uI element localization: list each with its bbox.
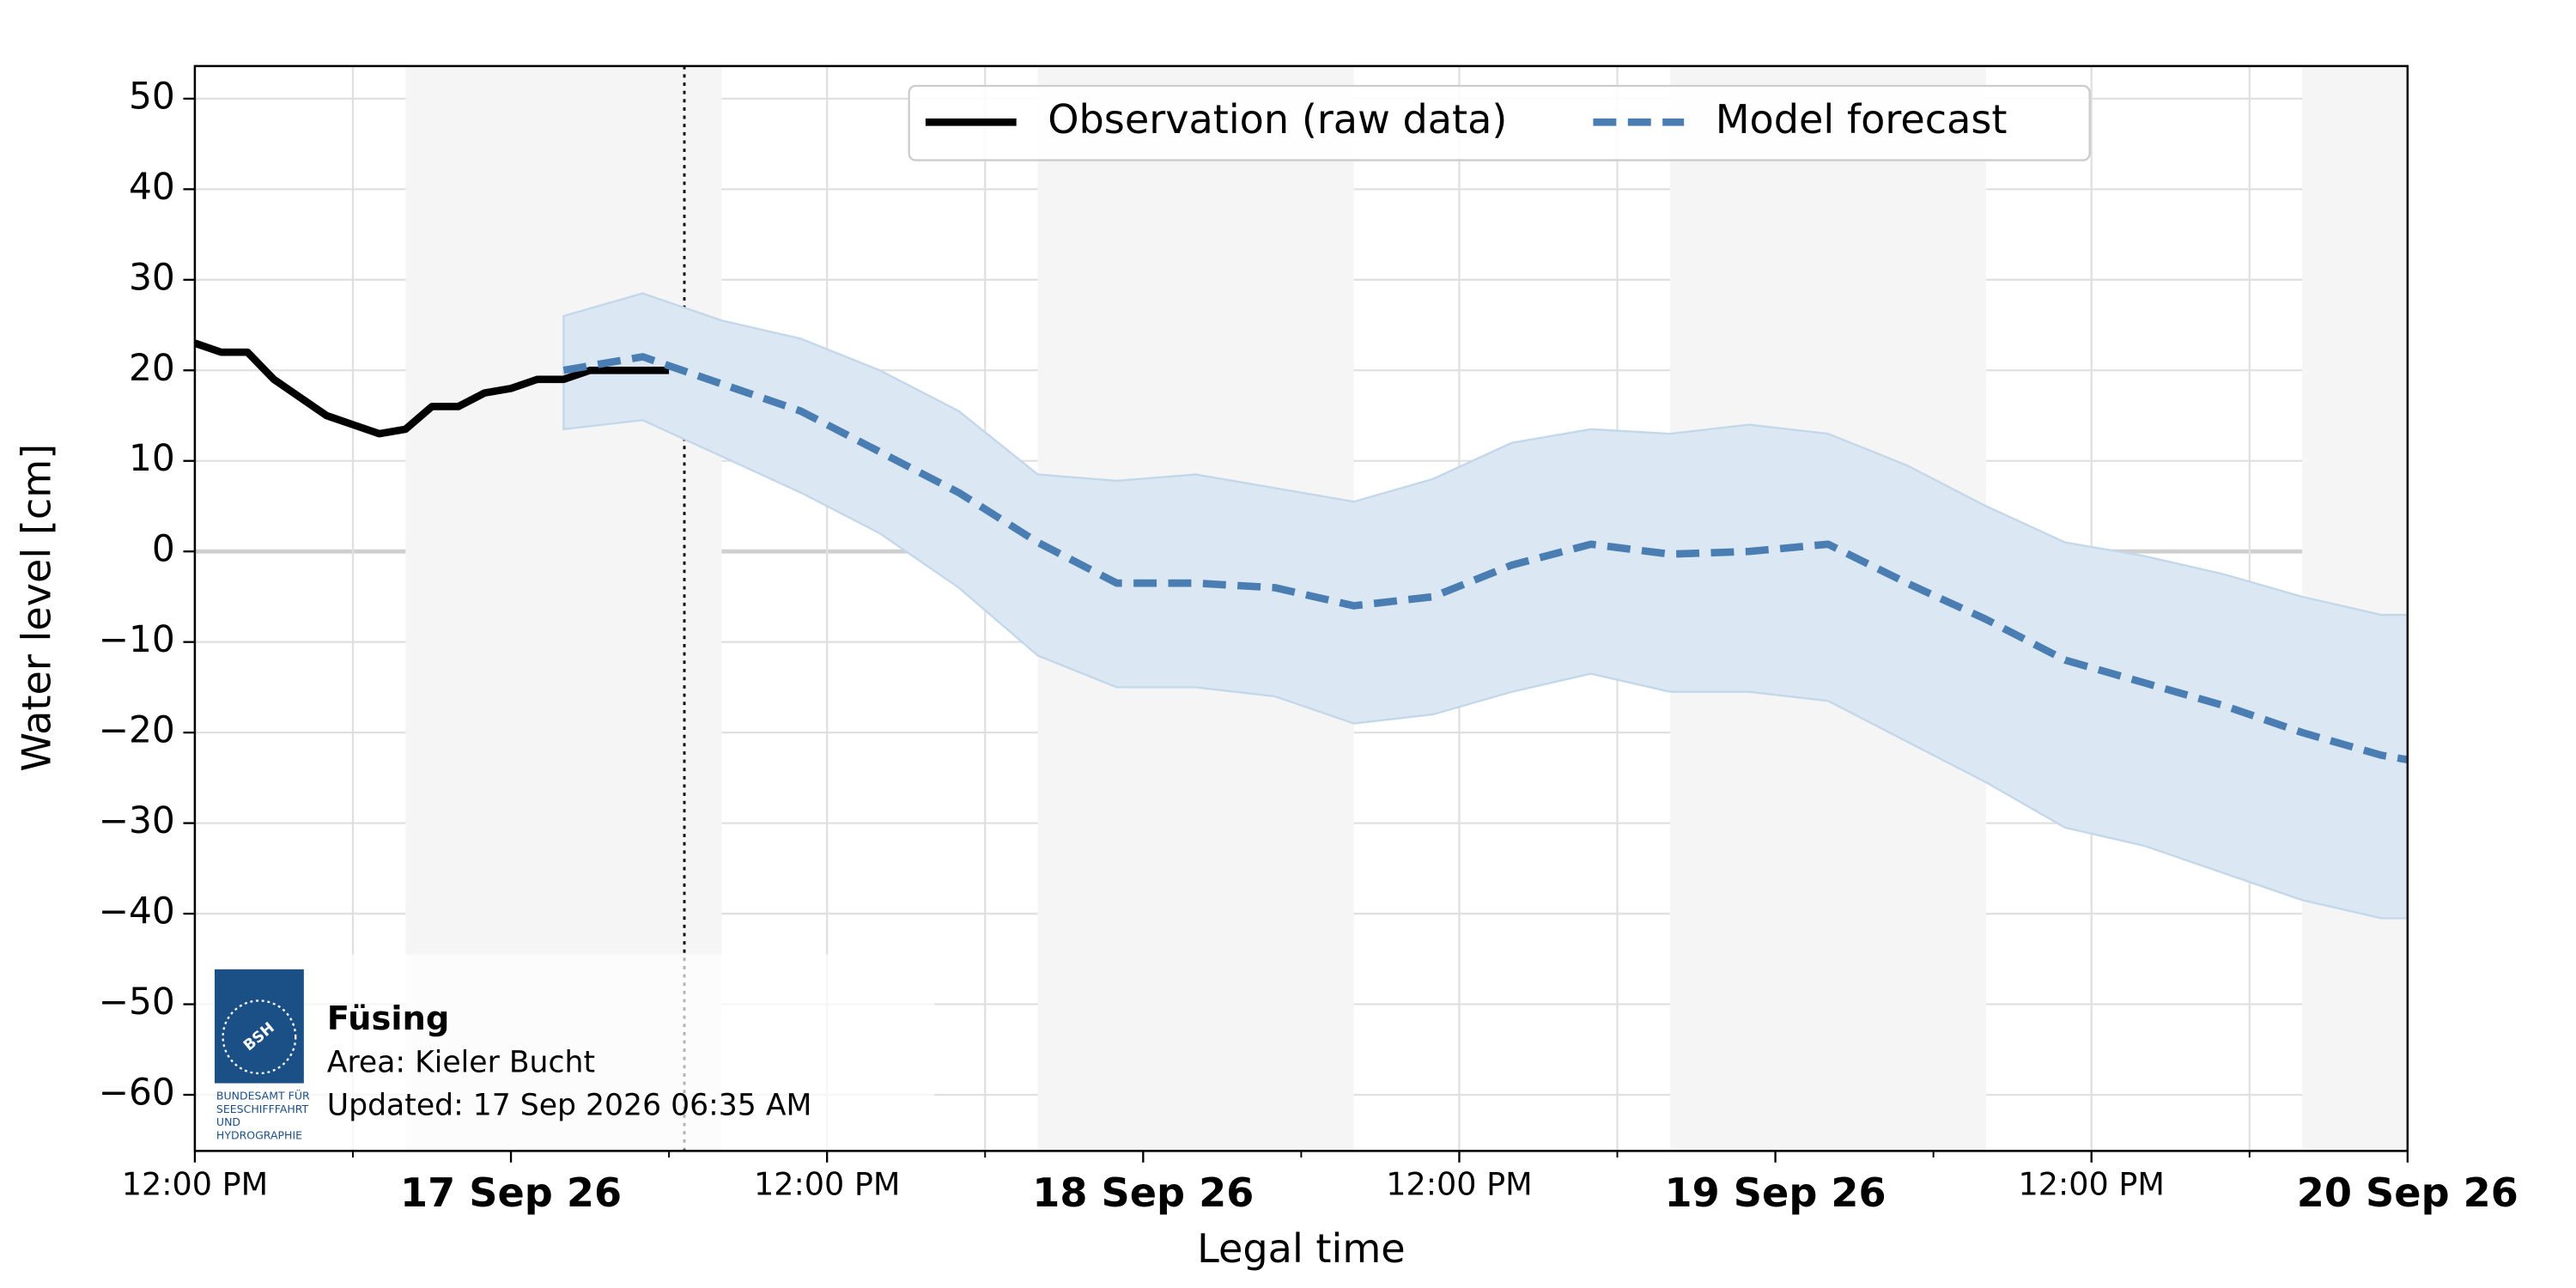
legend-label: Observation (raw data) — [1048, 96, 1507, 143]
logo — [215, 969, 304, 1084]
x-tick-label: 12:00 PM — [1386, 1165, 1532, 1202]
x-tick-label: 18 Sep 26 — [1032, 1170, 1254, 1216]
y-axis-label: Water level [cm] — [14, 444, 60, 772]
y-tick-label: −60 — [99, 1071, 175, 1113]
y-tick-label: −20 — [99, 709, 175, 751]
legend-label: Model forecast — [1716, 96, 2008, 143]
y-tick-label: 30 — [129, 256, 175, 298]
x-tick-label: 17 Sep 26 — [400, 1170, 622, 1216]
info-box: BSH BUNDESAMT FÜR SEESCHIFFFAHRT UND HYD… — [196, 954, 935, 1150]
y-tick-label: 0 — [152, 528, 175, 570]
series-line — [562, 353, 2408, 764]
logo-text: UND — [216, 1115, 240, 1128]
logo-text: SEESCHIFFFAHRT — [216, 1103, 309, 1115]
series-line — [194, 339, 670, 438]
y-tick-label: −40 — [99, 890, 175, 933]
y-tick-label: −30 — [99, 799, 175, 841]
x-tick-label: 12:00 PM — [754, 1165, 900, 1202]
legend-box — [908, 84, 2091, 161]
station-name: Füsing — [327, 999, 450, 1038]
y-tick-label: 10 — [129, 437, 175, 479]
x-axis-label: Legal time — [1197, 1225, 1406, 1272]
info-background — [196, 954, 935, 1150]
y-tick-label: 40 — [129, 166, 175, 208]
logo-ring — [222, 999, 297, 1075]
y-tick-label: 20 — [129, 347, 175, 389]
x-tick-label: 19 Sep 26 — [1665, 1170, 1886, 1216]
x-tick-label: 20 Sep 26 — [2297, 1170, 2518, 1216]
y-tick-label: −50 — [99, 981, 175, 1023]
y-tick-label: 50 — [129, 75, 175, 117]
x-tick-label: 12:00 PM — [2019, 1165, 2165, 1202]
y-tick-label: −10 — [99, 618, 175, 660]
forecast-band — [562, 292, 2408, 920]
x-tick-label: 12:00 PM — [122, 1165, 268, 1202]
area: Area: Kieler Bucht — [327, 1045, 595, 1079]
logo-text: HYDROGRAPHIE — [216, 1129, 302, 1142]
logo-text: BUNDESAMT FÜR — [216, 1088, 310, 1102]
updated: Updated: 17 Sep 2026 06:35 AM — [327, 1088, 812, 1122]
